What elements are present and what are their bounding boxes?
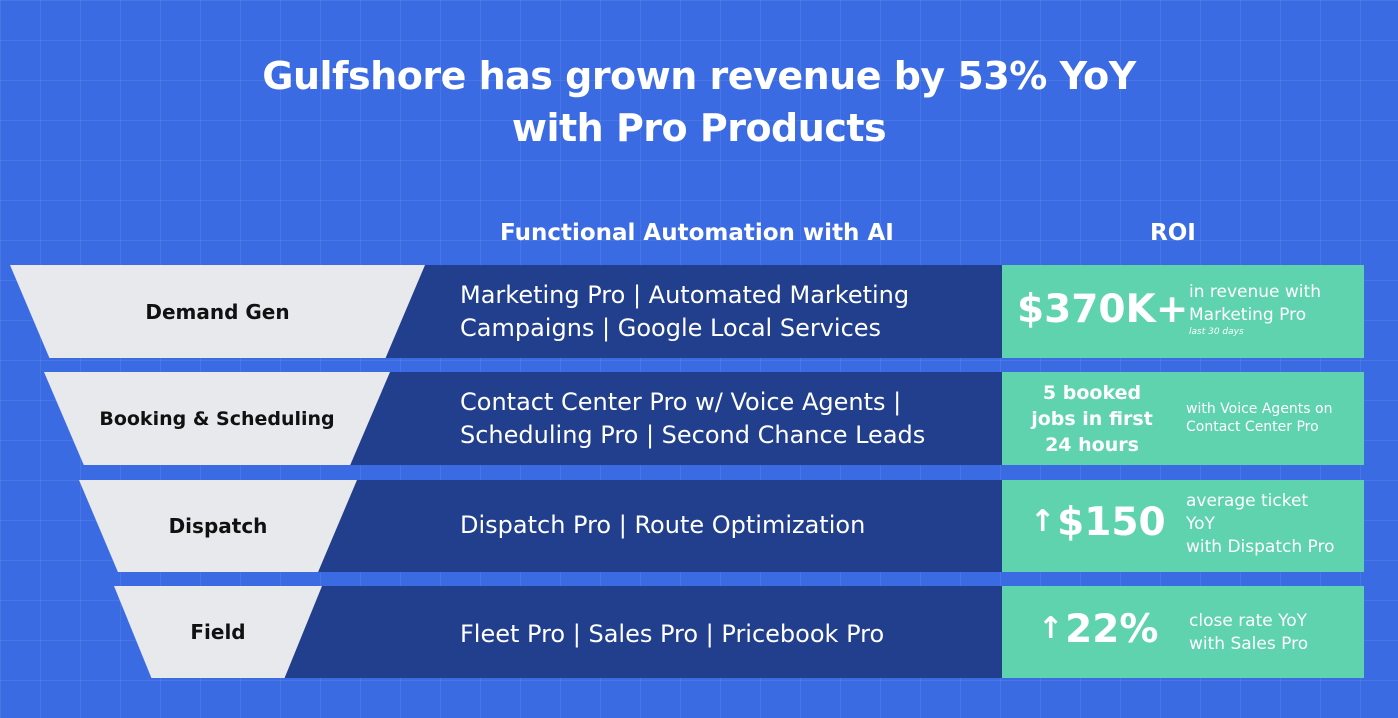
column-header-automation: Functional Automation with AI [500,220,894,246]
roi-desc-line: Contact Center Pro [1186,419,1319,435]
roi-value: ↑22% [1038,607,1159,652]
roi-description: with Voice Agents on Contact Center Pro [1186,400,1332,436]
roi-desc-line: with Voice Agents on [1186,401,1333,417]
automation-line: Campaigns | Google Local Services [460,314,882,342]
roi-desc-line: Marketing Pro [1189,305,1307,325]
roi-desc-line: close rate YoY [1189,611,1308,631]
roi-description: average ticket YoY with Dispatch Pro [1186,490,1335,559]
slide-title: Gulfshore has grown revenue by 53% YoY w… [0,50,1398,154]
roi-description: close rate YoY with Sales Pro [1189,610,1308,656]
roi-box: $370K+ in revenue with Marketing Pro las… [1002,265,1364,358]
automation-line: Contact Center Pro w/ Voice Agents | [460,388,902,416]
roi-desc-line: with Sales Pro [1189,634,1309,654]
roi-value-line: 24 hours [1045,434,1139,456]
automation-band [250,480,1002,572]
automation-text: Contact Center Pro w/ Voice Agents | Sch… [460,386,925,452]
automation-text: Dispatch Pro | Route Optimization [460,509,865,542]
automation-line: Fleet Pro | Sales Pro | Pricebook Pro [460,620,885,648]
automation-line: Marketing Pro | Automated Marketing [460,281,910,309]
funnel-stage-dispatch: Dispatch [79,480,357,572]
roi-desc-line: in revenue with [1189,282,1321,302]
roi-description: in revenue with Marketing Pro last 30 da… [1189,281,1321,337]
stage-label: Dispatch [168,514,268,538]
roi-note: last 30 days [1189,327,1244,337]
row-booking-scheduling: Booking & Scheduling Contact Center Pro … [0,372,1398,465]
roi-value: $370K+ [1017,287,1189,332]
automation-line: Scheduling Pro | Second Chance Leads [460,421,926,449]
roi-value: 5 booked jobs in first 24 hours [1020,380,1164,458]
stage-label: Demand Gen [145,299,290,324]
row-demand-gen: Demand Gen Marketing Pro | Automated Mar… [0,265,1398,358]
roi-desc-line: YoY [1186,514,1215,534]
roi-value-line: 5 booked [1042,382,1142,404]
roi-desc-line: with Dispatch Pro [1186,537,1335,557]
roi-value-text: 22% [1065,607,1159,652]
funnel-stage-demand-gen: Demand Gen [10,265,425,358]
roi-value: ↑$150 [1030,500,1166,545]
automation-band [250,586,1002,678]
row-field: Field Fleet Pro | Sales Pro | Pricebook … [0,586,1398,678]
funnel-stage-field: Field [114,586,322,678]
row-dispatch: Dispatch Dispatch Pro | Route Optimizati… [0,480,1398,572]
roi-box: ↑$150 average ticket YoY with Dispatch P… [1002,480,1364,572]
funnel-stage-booking-scheduling: Booking & Scheduling [44,372,390,465]
roi-value-text: $150 [1057,500,1166,545]
title-line-1: Gulfshore has grown revenue by 53% YoY [262,54,1136,98]
stage-label: Field [190,620,246,644]
roi-box: ↑22% close rate YoY with Sales Pro [1002,586,1364,678]
column-header-roi: ROI [1150,220,1196,246]
automation-text: Fleet Pro | Sales Pro | Pricebook Pro [460,618,884,651]
roi-desc-line: average ticket [1186,491,1309,511]
arrow-up-icon: ↑ [1030,504,1056,539]
roi-value-line: jobs in first [1031,408,1153,430]
arrow-up-icon: ↑ [1038,611,1064,646]
automation-text: Marketing Pro | Automated Marketing Camp… [460,279,909,345]
automation-line: Dispatch Pro | Route Optimization [460,511,866,539]
stage-label: Booking & Scheduling [99,407,335,430]
roi-box: 5 booked jobs in first 24 hours with Voi… [1002,372,1364,465]
title-line-2: with Pro Products [511,106,887,150]
